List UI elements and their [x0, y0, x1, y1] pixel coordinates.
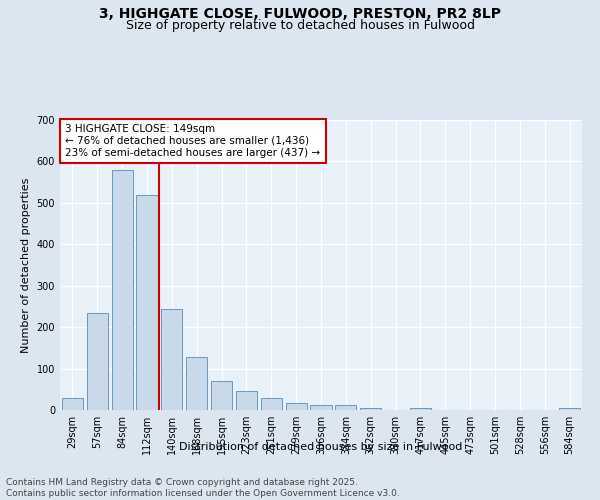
Bar — [211, 381, 232, 410]
Y-axis label: Number of detached properties: Number of detached properties — [21, 178, 31, 352]
Bar — [136, 194, 158, 410]
Bar — [236, 391, 257, 410]
Bar — [310, 406, 332, 410]
Bar — [261, 398, 282, 410]
Bar — [360, 408, 381, 410]
Bar — [186, 358, 207, 410]
Bar — [62, 398, 83, 410]
Bar — [286, 404, 307, 410]
Text: Contains HM Land Registry data © Crown copyright and database right 2025.
Contai: Contains HM Land Registry data © Crown c… — [6, 478, 400, 498]
Bar — [87, 312, 108, 410]
Bar — [559, 408, 580, 410]
Text: Size of property relative to detached houses in Fulwood: Size of property relative to detached ho… — [125, 19, 475, 32]
Text: 3 HIGHGATE CLOSE: 149sqm
← 76% of detached houses are smaller (1,436)
23% of sem: 3 HIGHGATE CLOSE: 149sqm ← 76% of detach… — [65, 124, 320, 158]
Bar — [335, 406, 356, 410]
Text: Distribution of detached houses by size in Fulwood: Distribution of detached houses by size … — [179, 442, 463, 452]
Bar — [112, 170, 133, 410]
Bar — [410, 408, 431, 410]
Bar — [161, 308, 182, 410]
Text: 3, HIGHGATE CLOSE, FULWOOD, PRESTON, PR2 8LP: 3, HIGHGATE CLOSE, FULWOOD, PRESTON, PR2… — [99, 8, 501, 22]
